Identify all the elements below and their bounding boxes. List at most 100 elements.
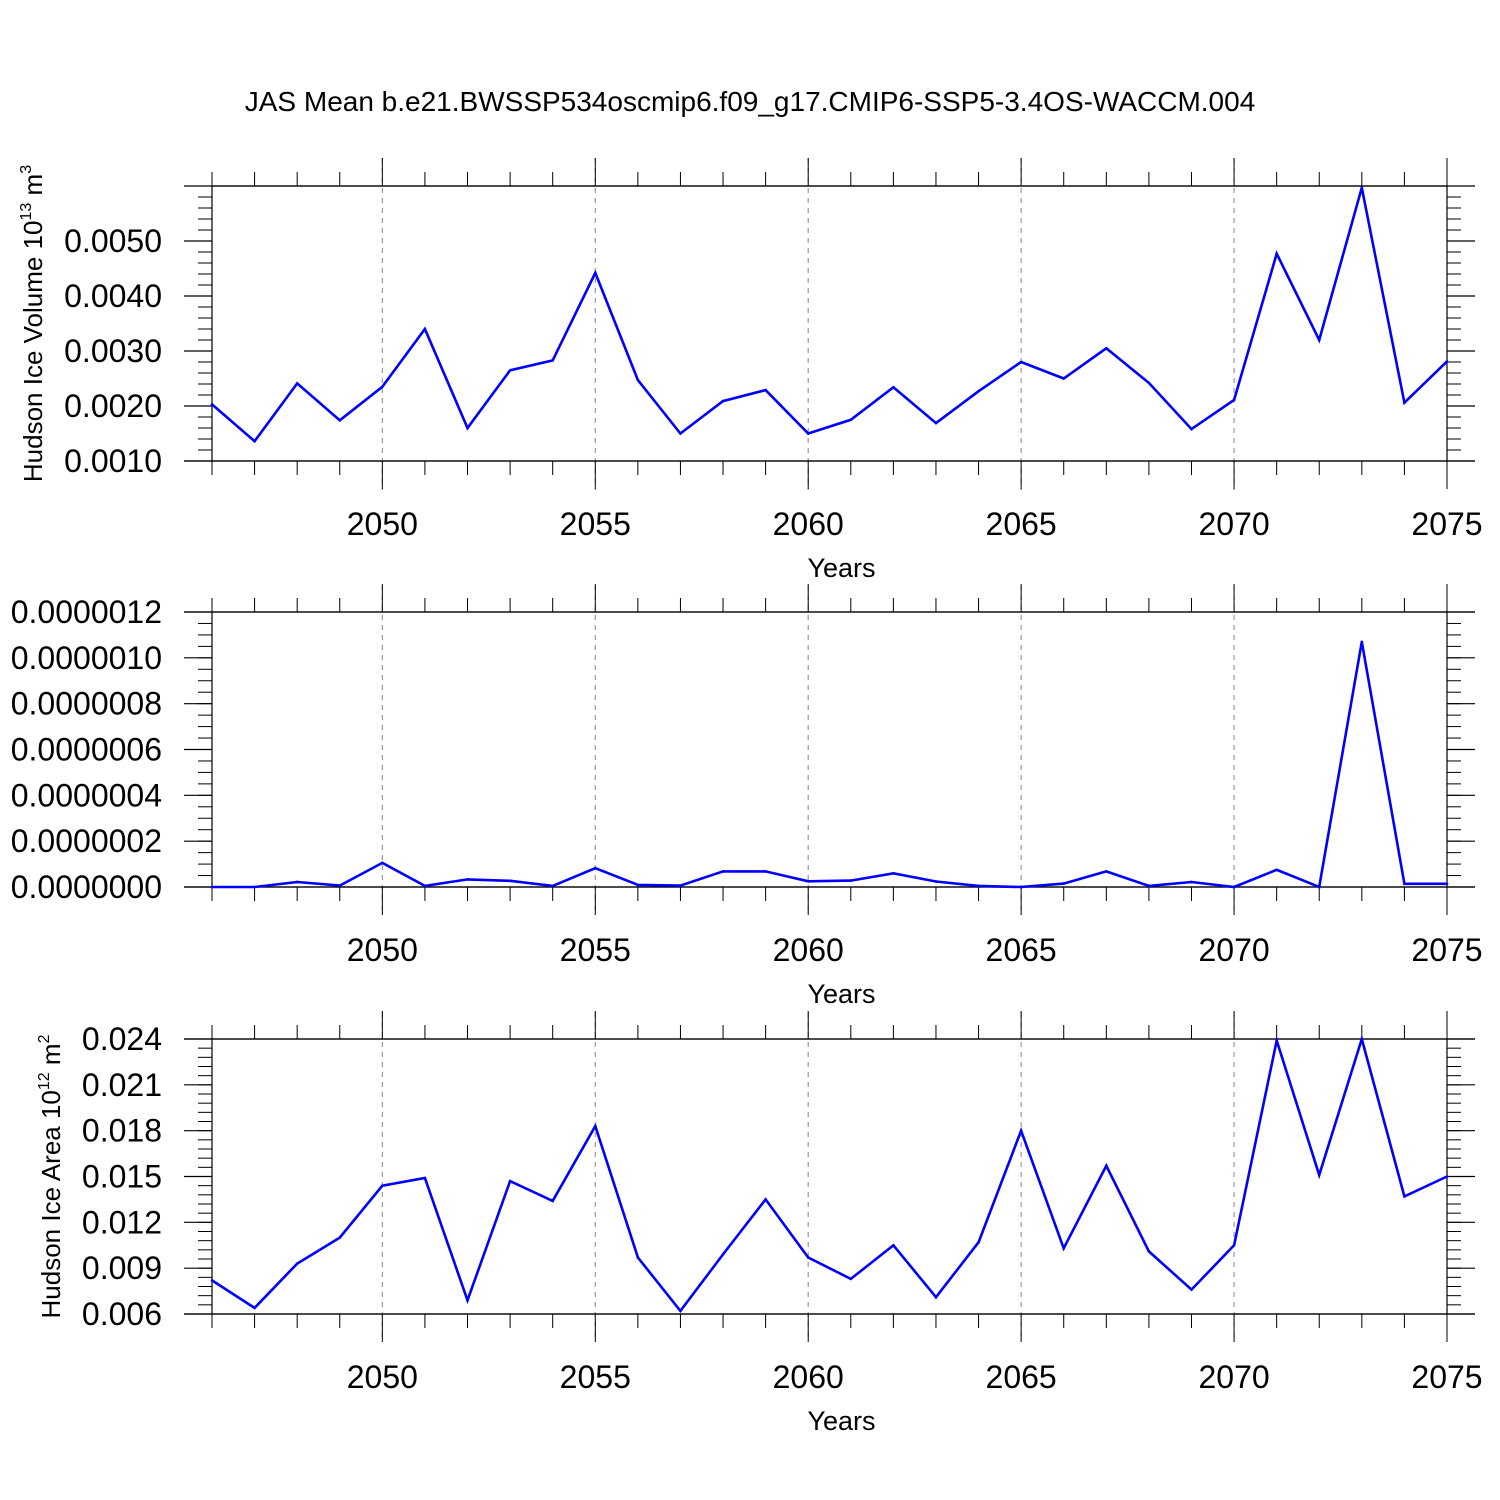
data-point: [1360, 640, 1364, 644]
y-tick-label: 0.009: [82, 1250, 162, 1286]
data-point: [1403, 1195, 1406, 1198]
data-point: [1275, 252, 1278, 255]
data-point: [1147, 1250, 1151, 1253]
data-point: [892, 871, 895, 875]
data-point: [295, 1262, 299, 1265]
y-tick-label: 0.0030: [64, 333, 162, 369]
data-point: [1232, 1243, 1236, 1247]
plot-frame: [211, 1038, 1448, 1315]
volume-panel: 2050 2055 2060 2065 2070 2075 0.0010 0.0020 0.00…: [18, 158, 1483, 583]
data-point: [1360, 1037, 1364, 1041]
data-point: [1317, 338, 1321, 342]
data-point: [636, 883, 640, 887]
data-point: [1445, 360, 1449, 363]
data-point: [849, 879, 853, 882]
x-tick-label: 2050: [347, 932, 418, 968]
data-point: [1062, 1247, 1066, 1250]
data-point: [1190, 427, 1193, 431]
data-point: [806, 1256, 810, 1259]
data-point: [593, 271, 597, 275]
data-point: [892, 386, 895, 389]
y-tick-label: 0.0000004: [11, 777, 162, 813]
data-point: [338, 1236, 342, 1239]
x-tick-label: 2075: [1411, 932, 1482, 968]
data-point: [764, 870, 767, 873]
data-point: [679, 432, 682, 435]
data-point: [1232, 885, 1236, 889]
data-point: [806, 432, 810, 435]
y-axis-label: Hudson Ice Area 1012 m2: [36, 1034, 66, 1318]
data-point: [423, 327, 427, 331]
data-point: [1445, 882, 1449, 886]
x-tick-label: 2050: [347, 506, 418, 542]
data-point: [636, 1256, 640, 1259]
data-point: [1019, 885, 1023, 889]
data-point: [253, 439, 256, 443]
y-tick-label: 0.0000000: [11, 869, 162, 905]
data-point: [1317, 1173, 1321, 1177]
data-point: [1190, 880, 1193, 884]
data-point: [1232, 398, 1236, 402]
data-point: [338, 884, 342, 887]
data-point: [508, 1179, 512, 1183]
y-tick-label: 0.024: [82, 1021, 162, 1057]
x-tick-label: 2070: [1198, 932, 1269, 968]
data-point: [338, 419, 342, 422]
data-point: [977, 884, 980, 888]
data-point: [1147, 884, 1151, 888]
data-point: [381, 385, 384, 389]
data-point: [934, 1295, 938, 1299]
series-line-series2: [212, 641, 1447, 889]
data-point: [1403, 401, 1406, 405]
data-point: [1105, 346, 1108, 350]
data-point: [508, 368, 512, 372]
x-tick-label: 2075: [1411, 506, 1482, 542]
data-point: [466, 1298, 469, 1302]
data-point: [849, 418, 853, 422]
data-point: [721, 399, 725, 403]
y-tick-label: 0.0040: [64, 278, 162, 314]
data-point: [1062, 377, 1066, 380]
data-point: [892, 1243, 895, 1247]
data-point: [210, 885, 214, 889]
plot-frame: [211, 611, 1448, 888]
data-point: [721, 1253, 725, 1256]
data-point: [210, 403, 214, 406]
area-panel: 2050 2055 2060 2065 2070 2075 0.006 0.009 0.012 0…: [36, 1011, 1483, 1436]
data-point: [466, 878, 469, 881]
y-tick-label: 0.021: [82, 1067, 162, 1103]
data-point: [1019, 360, 1023, 364]
data-point: [381, 861, 384, 865]
y-axis-label: Hudson Ice Volume 1013 m3: [18, 165, 48, 482]
data-point: [1105, 1164, 1108, 1168]
y-tick-label: 0.0000012: [11, 594, 162, 630]
data-point: [1275, 868, 1278, 872]
data-point: [551, 884, 554, 888]
data-point: [253, 885, 256, 889]
data-point: [721, 870, 725, 873]
x-axis-label: Years: [807, 1406, 875, 1436]
figure-title: JAS Mean b.e21.BWSSP534oscmip6.f09_g17.C…: [244, 86, 1256, 117]
data-point: [508, 879, 512, 883]
y-tick-label: 0.015: [82, 1159, 162, 1195]
x-tick-label: 2070: [1198, 1359, 1269, 1395]
data-point: [849, 1277, 853, 1281]
data-point: [593, 1124, 597, 1128]
data-point: [764, 388, 767, 392]
y-tick-label: 0.0050: [64, 223, 162, 259]
x-tick-label: 2065: [986, 932, 1057, 968]
data-point: [295, 880, 299, 884]
data-point: [806, 879, 810, 883]
y-tick-label: 0.0000010: [11, 640, 162, 676]
y-tick-label: 0.006: [82, 1296, 162, 1332]
data-point: [466, 426, 469, 430]
y-tick-label: 0.0020: [64, 388, 162, 424]
x-tick-label: 2060: [773, 932, 844, 968]
y-tick-label: 0.0000006: [11, 732, 162, 768]
data-point: [1147, 381, 1151, 385]
data-point: [295, 382, 299, 385]
data-point: [977, 389, 980, 393]
y-tick-label: 0.0000002: [11, 823, 162, 859]
data-point: [1275, 1039, 1278, 1042]
